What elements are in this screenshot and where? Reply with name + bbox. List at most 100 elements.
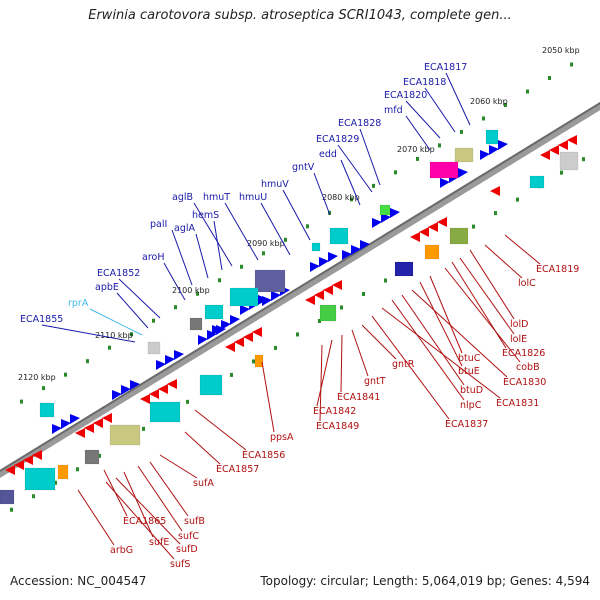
reverse-gene-arrow[interactable] — [252, 327, 262, 337]
forward-gene-arrow[interactable] — [112, 390, 122, 400]
gene-label-ECA1865[interactable]: ECA1865 — [123, 516, 166, 527]
gene-box[interactable] — [394, 261, 414, 277]
gene-label-aglA[interactable]: aglA — [174, 223, 195, 234]
reverse-gene-arrow[interactable] — [243, 332, 253, 342]
gene-box[interactable] — [147, 341, 161, 355]
gene-box[interactable] — [485, 129, 499, 145]
gene-box[interactable] — [559, 151, 579, 171]
forward-gene-arrow[interactable] — [130, 380, 140, 390]
gene-label-ECA1831[interactable]: ECA1831 — [496, 398, 539, 409]
gene-label-ECA1856[interactable]: ECA1856 — [242, 450, 285, 461]
gene-box[interactable] — [109, 424, 141, 446]
gene-label-gntV[interactable]: gntV — [292, 162, 315, 173]
gene-box[interactable] — [84, 449, 100, 465]
gene-box[interactable] — [254, 354, 264, 368]
gene-label-aroH[interactable]: aroH — [142, 252, 164, 263]
gene-box[interactable] — [254, 269, 286, 293]
gene-box[interactable] — [449, 227, 469, 245]
gene-label-ECA1826[interactable]: ECA1826 — [502, 348, 545, 359]
gene-box[interactable] — [229, 287, 259, 307]
forward-gene-arrow[interactable] — [216, 325, 226, 335]
gene-box[interactable] — [319, 304, 337, 322]
forward-gene-arrow[interactable] — [319, 257, 329, 267]
gene-label-lolD[interactable]: lolD — [510, 319, 528, 330]
gene-label-sufB[interactable]: sufB — [184, 516, 205, 527]
gene-box[interactable] — [204, 304, 224, 320]
forward-gene-arrow[interactable] — [342, 250, 352, 260]
reverse-gene-arrow[interactable] — [305, 295, 315, 305]
gene-label-ECA1852[interactable]: ECA1852 — [97, 268, 140, 279]
gene-label-cobB[interactable]: cobB — [516, 362, 540, 373]
reverse-gene-arrow[interactable] — [549, 145, 559, 155]
gene-box[interactable] — [429, 161, 459, 179]
forward-gene-arrow[interactable] — [360, 240, 370, 250]
forward-gene-arrow[interactable] — [198, 335, 208, 345]
gene-label-sufC[interactable]: sufC — [178, 531, 199, 542]
reverse-gene-arrow[interactable] — [225, 342, 235, 352]
forward-gene-arrow[interactable] — [70, 414, 80, 424]
forward-gene-arrow[interactable] — [458, 168, 468, 178]
gene-label-gntT[interactable]: gntT — [364, 376, 386, 387]
gene-label-hmuT[interactable]: hmuT — [203, 192, 230, 203]
reverse-gene-arrow[interactable] — [567, 135, 577, 145]
gene-box[interactable] — [189, 317, 203, 331]
reverse-gene-arrow[interactable] — [32, 450, 42, 460]
forward-gene-arrow[interactable] — [498, 140, 508, 150]
gene-label-ppsA[interactable]: ppsA — [270, 432, 294, 443]
gene-label-ECA1819[interactable]: ECA1819 — [536, 264, 579, 275]
reverse-gene-arrow[interactable] — [149, 389, 159, 399]
reverse-gene-arrow[interactable] — [84, 423, 94, 433]
gene-box[interactable] — [199, 374, 223, 396]
gene-label-ECA1830[interactable]: ECA1830 — [503, 377, 546, 388]
forward-gene-arrow[interactable] — [381, 213, 391, 223]
reverse-gene-arrow[interactable] — [14, 460, 24, 470]
forward-gene-arrow[interactable] — [156, 360, 166, 370]
forward-gene-arrow[interactable] — [174, 350, 184, 360]
gene-label-palI[interactable]: palI — [150, 219, 167, 230]
reverse-gene-arrow[interactable] — [419, 227, 429, 237]
reverse-gene-arrow[interactable] — [23, 455, 33, 465]
gene-label-ECA1818[interactable]: ECA1818 — [403, 77, 446, 88]
reverse-gene-arrow[interactable] — [558, 140, 568, 150]
forward-gene-arrow[interactable] — [240, 305, 250, 315]
gene-label-btuC[interactable]: btuC — [458, 353, 481, 364]
gene-label-arbG[interactable]: arbG — [110, 545, 133, 556]
gene-label-mfd[interactable]: mfd — [384, 105, 403, 116]
gene-label-apbE[interactable]: apbE — [95, 282, 119, 293]
gene-box[interactable] — [454, 147, 474, 163]
forward-gene-arrow[interactable] — [310, 262, 320, 272]
gene-label-ECA1828[interactable]: ECA1828 — [338, 118, 381, 129]
forward-gene-arrow[interactable] — [121, 385, 131, 395]
gene-features[interactable] — [0, 129, 579, 505]
reverse-gene-arrow[interactable] — [234, 337, 244, 347]
reverse-gene-arrow[interactable] — [5, 465, 15, 475]
forward-gene-arrow[interactable] — [328, 252, 338, 262]
forward-gene-arrow[interactable] — [440, 178, 450, 188]
forward-gene-arrow[interactable] — [207, 330, 217, 340]
gene-label-gntR[interactable]: gntR — [392, 359, 415, 370]
gene-label-hmuU[interactable]: hmuU — [239, 192, 267, 203]
forward-gene-arrow[interactable] — [480, 150, 490, 160]
forward-gene-arrow[interactable] — [61, 419, 71, 429]
reverse-gene-arrow[interactable] — [314, 290, 324, 300]
reverse-gene-arrow[interactable] — [323, 285, 333, 295]
forward-gene-arrow[interactable] — [390, 208, 400, 218]
gene-label-nlpC[interactable]: nlpC — [460, 400, 482, 411]
forward-gene-arrow[interactable] — [52, 424, 62, 434]
gene-box[interactable] — [329, 227, 349, 245]
gene-label-rprA[interactable]: rprA — [68, 298, 89, 309]
gene-box[interactable] — [0, 489, 15, 505]
gene-label-ECA1849[interactable]: ECA1849 — [316, 421, 359, 432]
gene-label-sufD[interactable]: sufD — [176, 544, 198, 555]
reverse-gene-arrow[interactable] — [75, 428, 85, 438]
gene-label-sufE[interactable]: sufE — [149, 537, 169, 548]
forward-gene-arrow[interactable] — [372, 218, 382, 228]
gene-box[interactable] — [379, 204, 391, 216]
gene-label-lolE[interactable]: lolE — [510, 334, 527, 345]
gene-box[interactable] — [57, 464, 69, 480]
gene-box[interactable] — [24, 467, 56, 491]
forward-gene-arrow[interactable] — [230, 315, 240, 325]
gene-label-btuD[interactable]: btuD — [460, 385, 483, 396]
reverse-gene-arrow[interactable] — [428, 222, 438, 232]
